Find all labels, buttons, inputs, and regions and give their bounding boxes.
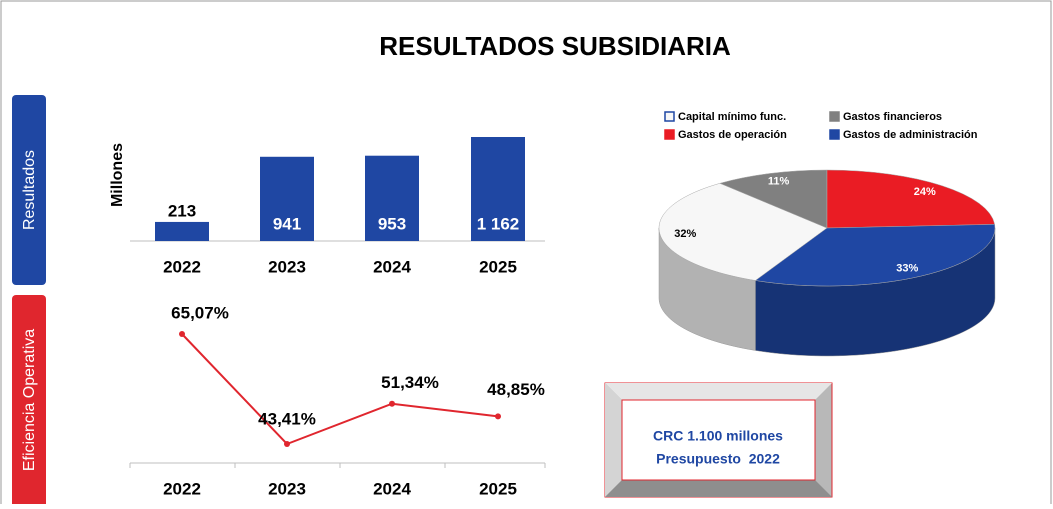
data-label: 11% — [768, 176, 790, 188]
data-label: 43,41% — [258, 409, 316, 428]
point — [389, 400, 395, 407]
box-inner — [621, 399, 816, 481]
legend-swatch — [829, 129, 840, 140]
side-tab — [12, 295, 46, 509]
x-tick-label: 2025 — [479, 257, 517, 276]
title: RESULTADOS SUBSIDIARIA — [379, 31, 731, 61]
x-tick-label: 2023 — [268, 257, 306, 276]
legend-swatch — [829, 111, 840, 122]
x-tick-label: 2024 — [373, 257, 411, 276]
box-text: CRC 1.100 millones — [653, 428, 783, 444]
legend-label: Capital mínimo func. — [678, 111, 786, 123]
data-label: 48,85% — [487, 380, 545, 399]
x-tick-label: 2022 — [163, 479, 201, 498]
data-label: 51,34% — [381, 373, 439, 392]
side-label: Eficiencia Operativa — [21, 329, 38, 471]
legend-swatch — [664, 111, 675, 122]
point — [179, 331, 185, 337]
bevel — [605, 383, 832, 400]
x-tick-label: 2022 — [163, 257, 201, 276]
budget-box: CRC 1.100 millones Presupuesto 2022 — [604, 382, 833, 498]
data-label: 32% — [674, 228, 696, 240]
side-tab — [12, 95, 46, 285]
bar — [260, 156, 314, 241]
data-label: 941 — [273, 214, 301, 233]
line — [181, 333, 499, 446]
data-label: 953 — [378, 214, 406, 233]
legend-label: Gastos de operación — [678, 129, 787, 141]
point — [284, 441, 290, 447]
pie-slice — [754, 224, 996, 287]
bevel — [605, 383, 622, 497]
x-tick-label: 2023 — [268, 479, 306, 498]
point — [495, 413, 501, 420]
pie-slice — [658, 183, 828, 281]
data-label: 1 162 — [477, 214, 520, 233]
bar — [155, 221, 209, 241]
bar — [471, 137, 525, 241]
data-label: 213 — [168, 201, 196, 220]
legend-label: Gastos financieros — [843, 111, 942, 123]
legend-label: Gastos de administración — [843, 129, 978, 141]
bar — [365, 155, 419, 241]
x-tick-label: 2025 — [479, 479, 517, 498]
x-tick-label: 2024 — [373, 479, 411, 498]
box-text: Presupuesto 2022 — [656, 451, 780, 467]
y-axis-label: Millones — [109, 143, 126, 207]
bevel — [605, 480, 832, 497]
pie-slice — [826, 169, 995, 229]
data-label: 65,07% — [171, 303, 229, 322]
data-label: 33% — [896, 263, 918, 275]
side-label: Resultados — [21, 150, 38, 230]
legend-swatch — [664, 129, 675, 140]
pie-slice — [719, 169, 828, 229]
data-label: 24% — [914, 186, 936, 198]
